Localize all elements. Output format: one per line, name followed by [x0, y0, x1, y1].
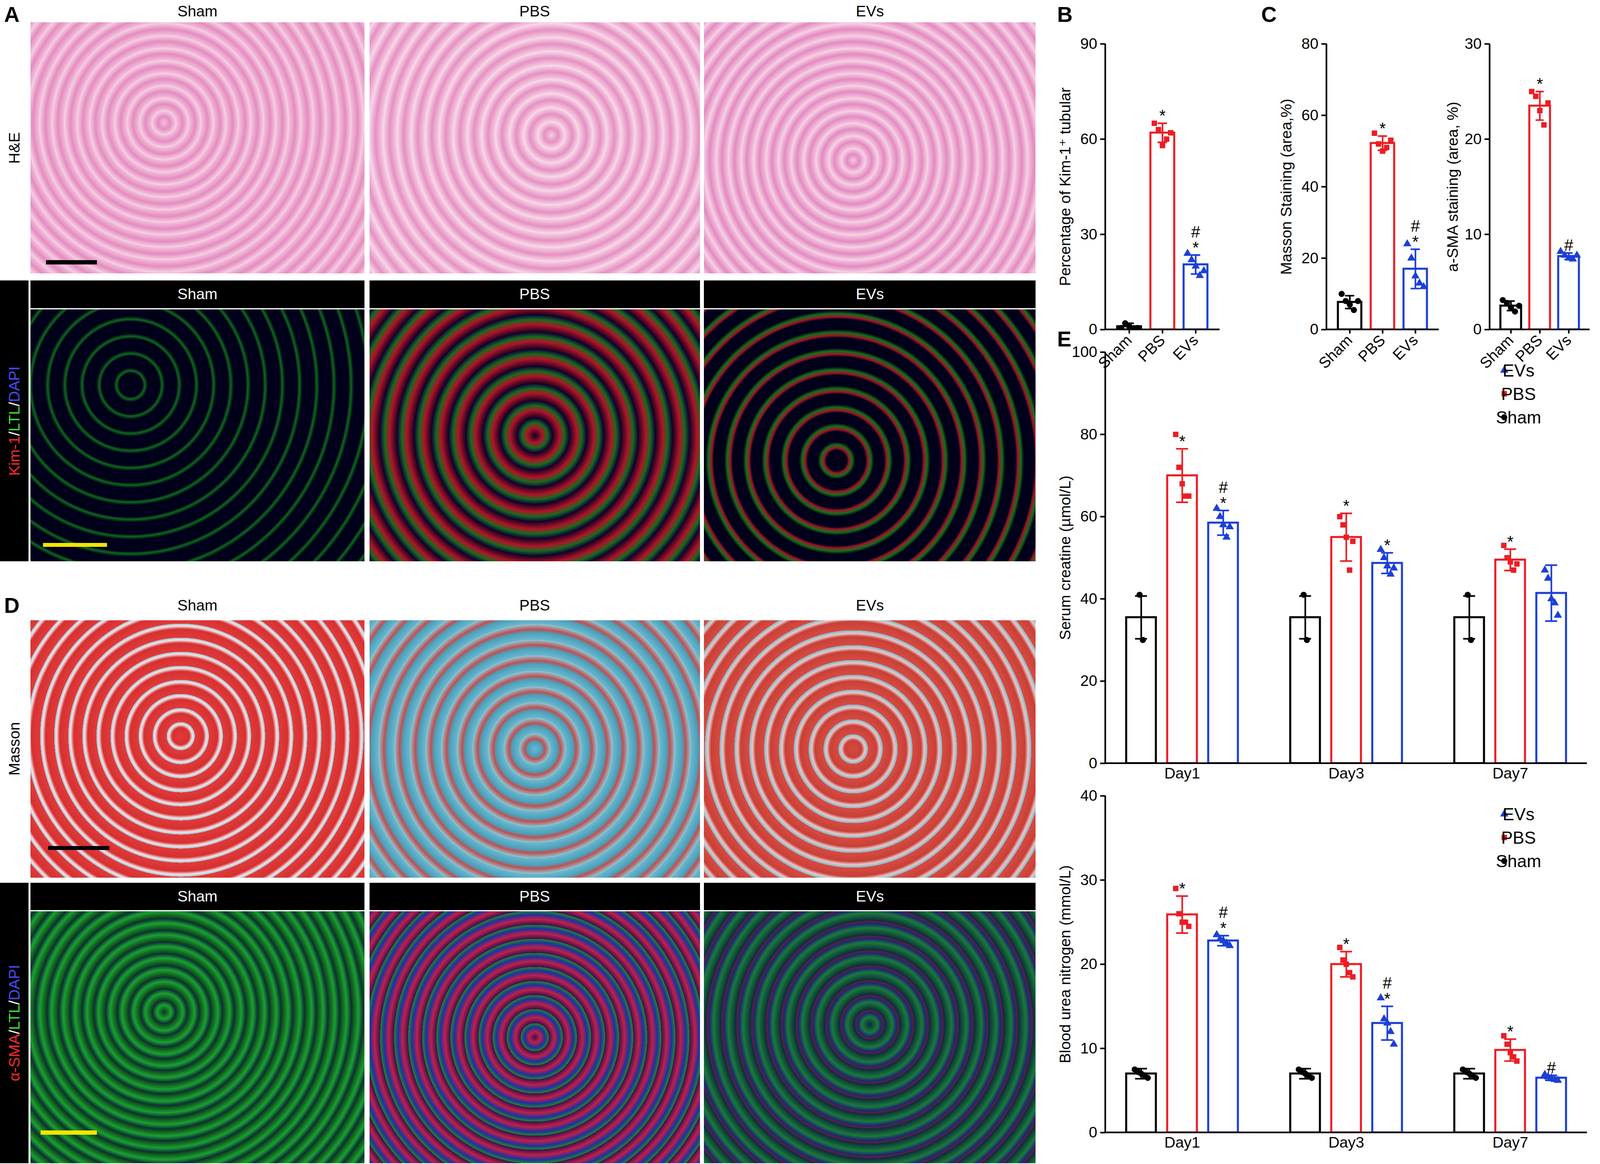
svg-text:EVs: EVs	[1502, 804, 1534, 824]
svg-text:*: *	[1507, 532, 1514, 551]
svg-text:0: 0	[1310, 321, 1319, 338]
svg-text:60: 60	[1080, 507, 1098, 525]
svg-text:30: 30	[1080, 225, 1098, 243]
html-text:EVs: EVs	[855, 887, 884, 905]
svg-text:*: *	[1178, 879, 1186, 898]
svg-text:0: 0	[1473, 321, 1483, 338]
svg-text:Blood urea nitrogen (mmol/L): Blood urea nitrogen (mmol/L)	[1056, 865, 1074, 1064]
html-text:Kim-1: Kim-1	[5, 435, 23, 476]
html-text:Sham: Sham	[177, 285, 218, 303]
svg-text:30: 30	[1464, 35, 1483, 52]
svg-text:10: 10	[1080, 1039, 1098, 1057]
svg-text:40: 40	[1301, 178, 1319, 195]
svg-text:30: 30	[1080, 871, 1098, 889]
html-text:D: D	[4, 593, 20, 618]
svg-text:EVs: EVs	[1169, 331, 1202, 364]
html-text:C: C	[1261, 2, 1277, 27]
svg-text:PBS: PBS	[1512, 331, 1546, 366]
svg-text:20: 20	[1464, 130, 1483, 148]
svg-text:#: #	[1546, 1058, 1556, 1077]
html-text:LTL: LTL	[5, 406, 23, 432]
html-text:H&E: H&E	[5, 132, 23, 164]
html-text:A: A	[4, 2, 20, 27]
html-text:EVs: EVs	[855, 285, 884, 303]
svg-text:10: 10	[1464, 225, 1483, 243]
svg-text:Day7: Day7	[1492, 764, 1528, 782]
svg-text:100: 100	[1071, 343, 1097, 361]
html-text:PBS: PBS	[519, 887, 550, 905]
svg-text:40: 40	[1080, 787, 1098, 805]
svg-text:#*: #*	[1218, 478, 1228, 513]
svg-text:PBS: PBS	[1501, 384, 1536, 404]
html-text:PBS: PBS	[519, 285, 550, 303]
svg-text:#: #	[1564, 236, 1574, 255]
svg-text:Serum creatine (µmol/L): Serum creatine (µmol/L)	[1056, 475, 1074, 641]
svg-text:*: *	[1178, 432, 1186, 451]
html-text:Sham: Sham	[177, 596, 218, 614]
html-text:E: E	[1057, 326, 1072, 352]
svg-text:PBS: PBS	[1501, 828, 1536, 848]
svg-text:80: 80	[1080, 425, 1098, 443]
svg-text:*: *	[1158, 106, 1166, 125]
svg-text:0: 0	[1088, 1124, 1098, 1142]
svg-text:Sham: Sham	[1094, 331, 1135, 372]
svg-text:#*: #*	[1218, 903, 1228, 938]
svg-text:Day7: Day7	[1492, 1133, 1528, 1151]
html-text:EVs: EVs	[855, 596, 884, 614]
svg-text:*: *	[1379, 119, 1386, 138]
svg-text:*: *	[1383, 535, 1391, 555]
svg-text:40: 40	[1080, 590, 1098, 608]
svg-text:20: 20	[1301, 249, 1319, 267]
html-text:Masson: Masson	[5, 722, 23, 776]
html-text:PBS: PBS	[519, 596, 550, 614]
svg-text:0: 0	[1088, 754, 1098, 772]
svg-text:*: *	[1342, 935, 1350, 954]
svg-text:PBS: PBS	[1354, 331, 1389, 366]
svg-text:Day1: Day1	[1164, 764, 1200, 782]
html-text:DAPI: DAPI	[5, 366, 23, 402]
svg-text:Sham: Sham	[1495, 407, 1542, 427]
html-text:PBS: PBS	[519, 2, 550, 20]
svg-text:*: *	[1507, 1022, 1514, 1042]
svg-text:*: *	[1342, 496, 1350, 515]
html-text:DAPI: DAPI	[5, 964, 23, 1001]
html-text:B: B	[1057, 2, 1073, 27]
svg-text:Sham: Sham	[1476, 331, 1517, 372]
svg-text:PBS: PBS	[1134, 331, 1168, 366]
svg-text:#*: #*	[1191, 222, 1201, 257]
svg-text:Percentage of Kim-1⁺ tubular: Percentage of Kim-1⁺ tubular	[1056, 87, 1074, 286]
svg-text:90: 90	[1080, 35, 1098, 52]
html-text:Sham: Sham	[177, 887, 218, 905]
svg-text:EVs: EVs	[1542, 331, 1575, 364]
svg-text:a-SMA staining (area, %): a-SMA staining (area, %)	[1444, 101, 1461, 272]
html-text:EVs: EVs	[855, 2, 884, 20]
html-text:LTL: LTL	[5, 1004, 23, 1030]
svg-text:Sham: Sham	[1315, 331, 1356, 372]
svg-text:Day1: Day1	[1164, 1133, 1200, 1151]
svg-text:0: 0	[1088, 321, 1098, 338]
svg-text:Masson Staining (area,%): Masson Staining (area,%)	[1278, 98, 1295, 275]
svg-text:60: 60	[1301, 106, 1319, 124]
html-text:Sham: Sham	[177, 2, 218, 20]
svg-text:20: 20	[1080, 955, 1098, 973]
svg-text:EVs: EVs	[1502, 360, 1534, 381]
svg-text:Day3: Day3	[1328, 1133, 1364, 1151]
svg-text:#*: #*	[1410, 217, 1421, 252]
svg-text:Sham: Sham	[1495, 851, 1542, 871]
svg-text:Day3: Day3	[1328, 764, 1364, 782]
html-text:α-SMA: α-SMA	[5, 1034, 23, 1082]
svg-text:60: 60	[1080, 130, 1098, 148]
svg-text:#*: #*	[1382, 974, 1392, 1009]
svg-text:*: *	[1536, 74, 1543, 93]
svg-text:80: 80	[1301, 35, 1319, 52]
svg-text:EVs: EVs	[1389, 331, 1422, 364]
svg-text:20: 20	[1080, 672, 1098, 690]
